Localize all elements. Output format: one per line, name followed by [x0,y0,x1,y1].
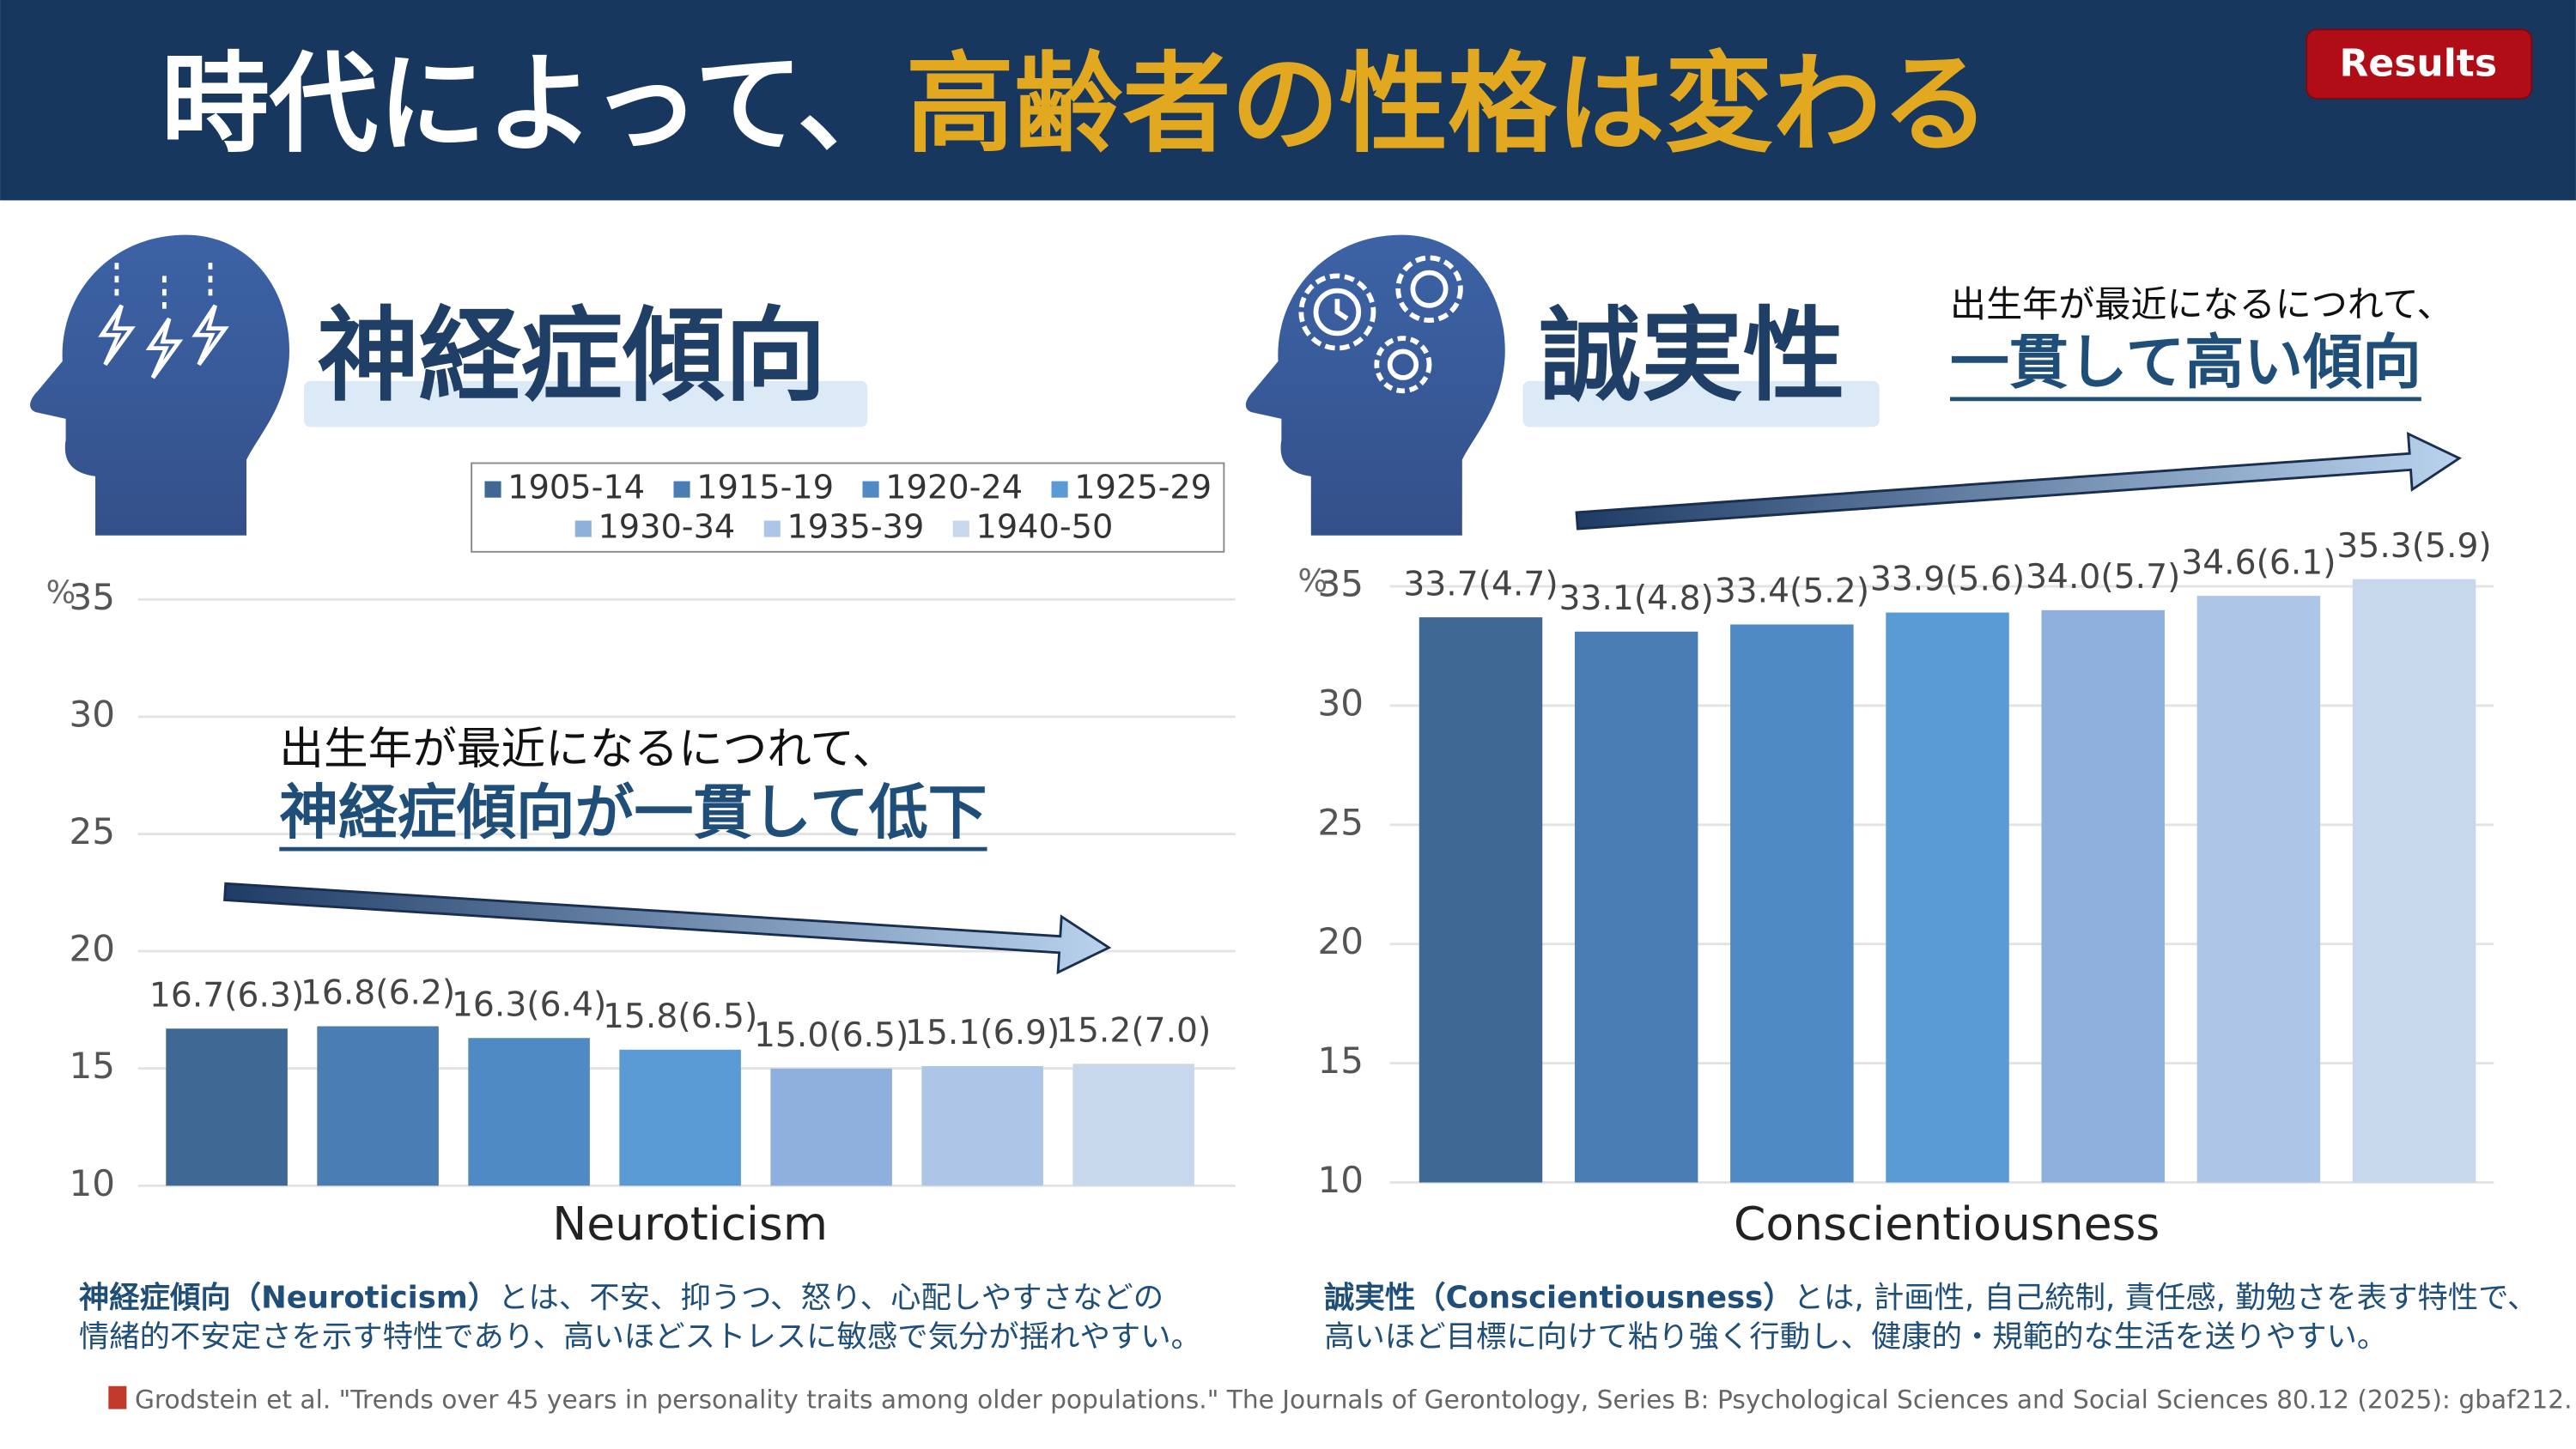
y-unit: % [46,574,76,611]
title-gold: 高齢者の性格は変わる [906,41,1990,167]
value-label: 34.6(6.1) [2181,543,2336,582]
trend-arrow [223,882,1112,975]
y-tick-label: 25 [1317,801,1364,843]
legend-swatch [574,520,592,537]
legend-label: 1925-29 [1074,469,1212,507]
description-text: とは、不安、抑うつ、怒り、心配しやすさなどの [498,1280,1163,1315]
bar [2352,579,2476,1183]
y-tick-label: 10 [1317,1159,1364,1201]
y-tick-label: 35 [69,576,115,618]
bar [1730,624,1854,1183]
page-title: 時代によって、高齢者の性格は変わる [161,41,1990,167]
bar [468,1038,590,1186]
title-white: 時代によって、 [161,41,906,167]
legend-swatch [673,481,690,498]
y-tick-label: 20 [1317,920,1364,962]
head-icon-brain-stress [30,234,289,536]
value-label: 15.0(6.5) [754,1016,908,1055]
bar [2196,596,2321,1183]
description: 誠実性（Conscientiousness）とは, 計画性, 自己統制, 責任感… [1324,1280,2537,1315]
bar [770,1068,892,1186]
description: 神経症傾向（Neuroticism）とは、不安、抑うつ、怒り、心配しやすさなどの [79,1280,1163,1315]
footnote: Grodstein et al. "Trends over 45 years i… [135,1384,2573,1414]
y-tick-label: 30 [1317,682,1364,724]
value-label: 34.0(5.7) [2026,558,2180,597]
value-label: 15.8(6.5) [603,997,757,1036]
description-term: 誠実性（Conscientiousness） [1324,1280,1794,1315]
bar [1574,631,1698,1183]
bar [2041,609,2165,1183]
y-tick-label: 20 [69,928,115,970]
legend-box [471,462,1225,553]
y-tick-label: 30 [69,693,115,735]
value-label: 35.3(5.9) [2336,527,2491,566]
y-tick-label: 25 [69,810,115,852]
legend-swatch [862,481,879,498]
value-label: 16.3(6.4) [452,985,606,1024]
value-label: 33.1(4.8) [1559,579,1714,618]
annotation-emphasis: 一貫して高い傾向 [1950,329,2421,397]
bar [317,1026,439,1186]
bar [1419,617,1543,1183]
value-label: 33.9(5.6) [1870,561,2025,599]
heading-highlight [304,380,868,427]
legend-label: 1905-14 [507,469,645,507]
y-tick-label: 15 [69,1045,115,1087]
results-badge-text: Results [2339,42,2497,86]
head-icon-brain-gears [1245,234,1505,536]
description-term: 神経症傾向（Neuroticism） [79,1280,498,1315]
legend-label: 1930-34 [598,508,735,547]
y-unit: % [1297,562,1327,599]
bar [1886,612,2009,1183]
value-label: 15.1(6.9) [905,1014,1060,1052]
legend-label: 1920-24 [885,469,1023,507]
legend-label: 1935-39 [787,508,924,547]
results-badge [2306,28,2533,100]
chart-title: 神経症傾向 [317,297,826,415]
description-text: とは, 計画性, 自己統制, 責任感, 勤勉さを表す特性で、 [1794,1280,2538,1315]
description-text: 情緒的不安定さを示す特性であり、高いほどストレスに敏感で気分が揺れやすい。 [79,1319,1201,1355]
description-text: 高いほど目標に向けて粘り強く行動し、健康的・規範的な生活を送りやすい。 [1324,1319,2387,1355]
legend-swatch [952,520,969,537]
header-band [0,0,2576,201]
book-icon [108,1385,127,1410]
bar [619,1049,741,1186]
legend-label: 1915-19 [696,469,834,507]
y-tick-label: 15 [1317,1040,1364,1082]
heading-highlight [1522,380,1880,427]
value-label: 16.7(6.3) [149,976,304,1015]
bar [166,1028,288,1186]
y-tick-label: 10 [69,1162,115,1204]
value-label: 33.4(5.2) [1715,573,1869,611]
value-label: 16.8(6.2) [301,974,455,1013]
legend-swatch [484,481,501,498]
bar [1072,1064,1194,1186]
bar [921,1065,1043,1186]
annotation: 出生年が最近になるにつれて、 [279,724,896,775]
y-tick-label: 35 [1317,563,1364,605]
value-label: 15.2(7.0) [1056,1011,1211,1050]
annotation: 出生年が最近になるにつれて、 [1950,283,2453,325]
x-axis-label: Neuroticism [552,1197,828,1251]
value-label: 33.7(4.7) [1403,565,1558,603]
legend-swatch [1051,481,1068,498]
legend-label: 1940-50 [975,508,1113,547]
chart-title: 誠実性 [1540,297,1845,415]
legend-swatch [763,520,781,537]
trend-arrow [1575,432,2463,530]
annotation-emphasis: 神経症傾向が一貫して低下 [279,779,987,847]
x-axis-label: Conscientiousness [1734,1197,2160,1251]
